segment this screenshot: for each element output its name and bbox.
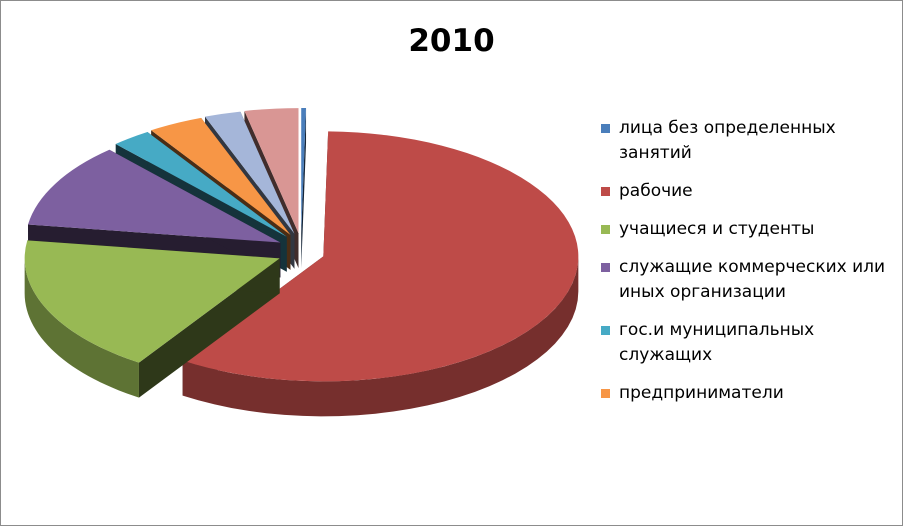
legend-swatch	[601, 124, 610, 133]
slice-top	[24, 240, 280, 363]
slice-top	[182, 131, 579, 382]
legend-swatch	[601, 225, 610, 234]
slice	[182, 131, 579, 417]
legend-swatch	[601, 326, 610, 335]
legend-swatch	[601, 187, 610, 196]
slice-wall	[301, 108, 307, 269]
slice-side	[24, 258, 139, 398]
legend-item: рабочие	[601, 179, 891, 204]
slice-side	[182, 256, 579, 417]
slice-top	[205, 111, 295, 234]
legend-label: рабочие	[619, 181, 693, 201]
legend-label: предприниматели	[619, 383, 784, 403]
legend-swatch	[601, 389, 610, 398]
legend-label: гос.и муниципальных служащих	[619, 320, 815, 365]
legend-item: предприниматели	[601, 381, 891, 406]
slice-top	[115, 132, 287, 237]
legend-swatch	[601, 263, 610, 272]
legend-item: гос.и муниципальных служащих	[601, 318, 891, 368]
slice	[24, 240, 280, 398]
legend-label: учащиеся и студенты	[619, 219, 815, 239]
slice-top	[151, 117, 291, 235]
legend-item: служащие коммерческих или иных организац…	[601, 255, 891, 305]
slice-top	[244, 108, 299, 234]
slice	[301, 108, 307, 269]
legend: лица без определенных занятий рабочие учащ…	[601, 116, 891, 419]
slice-top	[301, 108, 307, 234]
chart-title: 2010	[408, 23, 495, 59]
legend-item: учащиеся и студенты	[601, 217, 891, 242]
pie-area	[24, 108, 579, 417]
legend-label: лица без определенных занятий	[619, 118, 836, 163]
slice-top	[28, 149, 281, 243]
legend-label: служащие коммерческих или иных организац…	[619, 257, 886, 302]
slice-wall	[138, 258, 280, 398]
legend-item: лица без определенных занятий	[601, 116, 891, 166]
